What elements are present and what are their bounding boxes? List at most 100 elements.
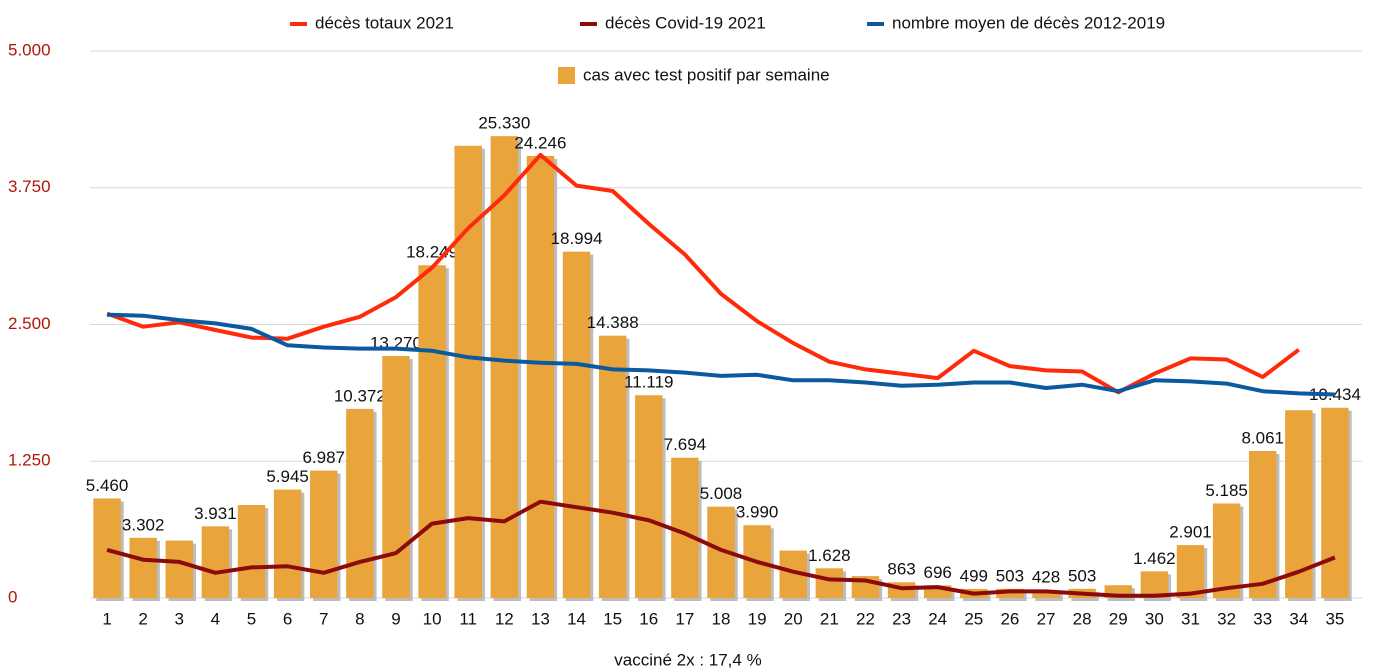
data-label: 3.931 [194,504,237,523]
x-tick-label: 26 [1000,609,1019,628]
data-label: 5.460 [86,476,129,495]
data-label: 2.901 [1169,523,1212,542]
x-tick-label: 31 [1181,609,1200,628]
y-tick-label: 2.500 [8,314,51,333]
x-tick-label: 24 [928,609,947,628]
x-tick-label: 32 [1217,609,1236,628]
x-tick-label: 34 [1289,609,1308,628]
x-tick-label: 7 [319,609,328,628]
y-tick-label: 1.250 [8,451,51,470]
x-tick-label: 19 [748,609,767,628]
data-label: 696 [923,563,951,582]
bar [1212,503,1241,598]
data-label: 5.945 [266,467,309,486]
x-axis-label: vacciné 2x : 17,4 % [614,650,761,669]
data-label: 503 [1068,566,1096,585]
x-tick-label: 15 [603,609,622,628]
bar [996,588,1024,598]
legend-swatch [558,67,575,84]
bar [1176,545,1205,598]
bar [635,395,663,598]
bar [165,540,194,598]
y-tick-label: 5.000 [8,40,51,59]
x-tick-label: 5 [247,609,256,628]
data-label: 18.249 [406,243,458,262]
data-label: 8.061 [1241,429,1284,448]
bar [93,498,121,598]
data-label: 25.330 [478,114,530,133]
x-tick-label: 27 [1037,609,1056,628]
data-label: 11.119 [624,373,673,392]
bar [273,489,302,598]
x-tick-label: 20 [784,609,803,628]
x-tick-label: 21 [820,609,839,628]
x-tick-label: 25 [964,609,983,628]
line [106,152,1301,395]
bar [815,568,844,598]
data-label: 7.694 [664,435,707,454]
bar [382,356,410,598]
bar [129,537,157,598]
x-tick-label: 8 [355,609,364,628]
legend-label: décès Covid-19 2021 [605,13,766,32]
bar [526,155,555,598]
data-label: 1.628 [808,546,851,565]
bar [237,505,266,598]
data-label: 6.987 [302,448,345,467]
data-label: 3.302 [122,515,165,534]
x-tick-label: 33 [1253,609,1272,628]
data-label: 428 [1032,568,1060,587]
data-label: 14.388 [587,313,639,332]
x-tick-label: 6 [283,609,292,628]
x-tick-label: 12 [495,609,514,628]
line [106,499,1336,598]
data-label: 1.462 [1133,549,1176,568]
x-tick-label: 35 [1325,609,1344,628]
bar [1321,407,1349,598]
data-label: 10.434 [1309,385,1361,404]
data-label: 24.246 [514,133,566,152]
x-tick-label: 16 [639,609,658,628]
bar [562,251,591,598]
bar [1248,451,1277,598]
bar [201,526,230,598]
x-tick-label: 2 [138,609,147,628]
bar [418,265,446,598]
line [107,312,1335,397]
data-label: 5.185 [1205,481,1248,500]
x-tick-label: 14 [567,609,586,628]
data-label: 499 [960,566,988,585]
data-label: 18.994 [551,229,603,248]
x-tick-label: 13 [531,609,550,628]
x-tick-label: 17 [675,609,694,628]
y-tick-label: 0 [8,587,17,606]
bar [671,457,699,598]
x-tick-label: 9 [391,609,400,628]
bar [598,335,627,598]
bar [454,145,482,598]
x-tick-label: 23 [892,609,911,628]
legend-label: décès totaux 2021 [315,13,454,32]
x-tick-label: 28 [1073,609,1092,628]
x-tick-label: 29 [1109,609,1128,628]
x-tick-label: 18 [712,609,731,628]
legend-label: cas avec test positif par semaine [583,65,830,84]
x-tick-label: 4 [211,609,220,628]
x-tick-label: 3 [175,609,184,628]
data-label: 503 [996,566,1024,585]
x-tick-label: 11 [459,609,477,628]
x-tick-label: 30 [1145,609,1164,628]
x-tick-label: 22 [856,609,875,628]
data-label: 10.372 [334,386,386,405]
data-label: 863 [887,560,915,579]
data-label: 3.990 [736,503,779,522]
x-tick-label: 10 [423,609,442,628]
x-tick-label: 1 [102,609,111,628]
legend-label: nombre moyen de décès 2012-2019 [892,13,1165,32]
bar [346,408,374,598]
bar [310,470,338,598]
y-tick-label: 3.750 [8,177,51,196]
bar [1032,590,1060,598]
